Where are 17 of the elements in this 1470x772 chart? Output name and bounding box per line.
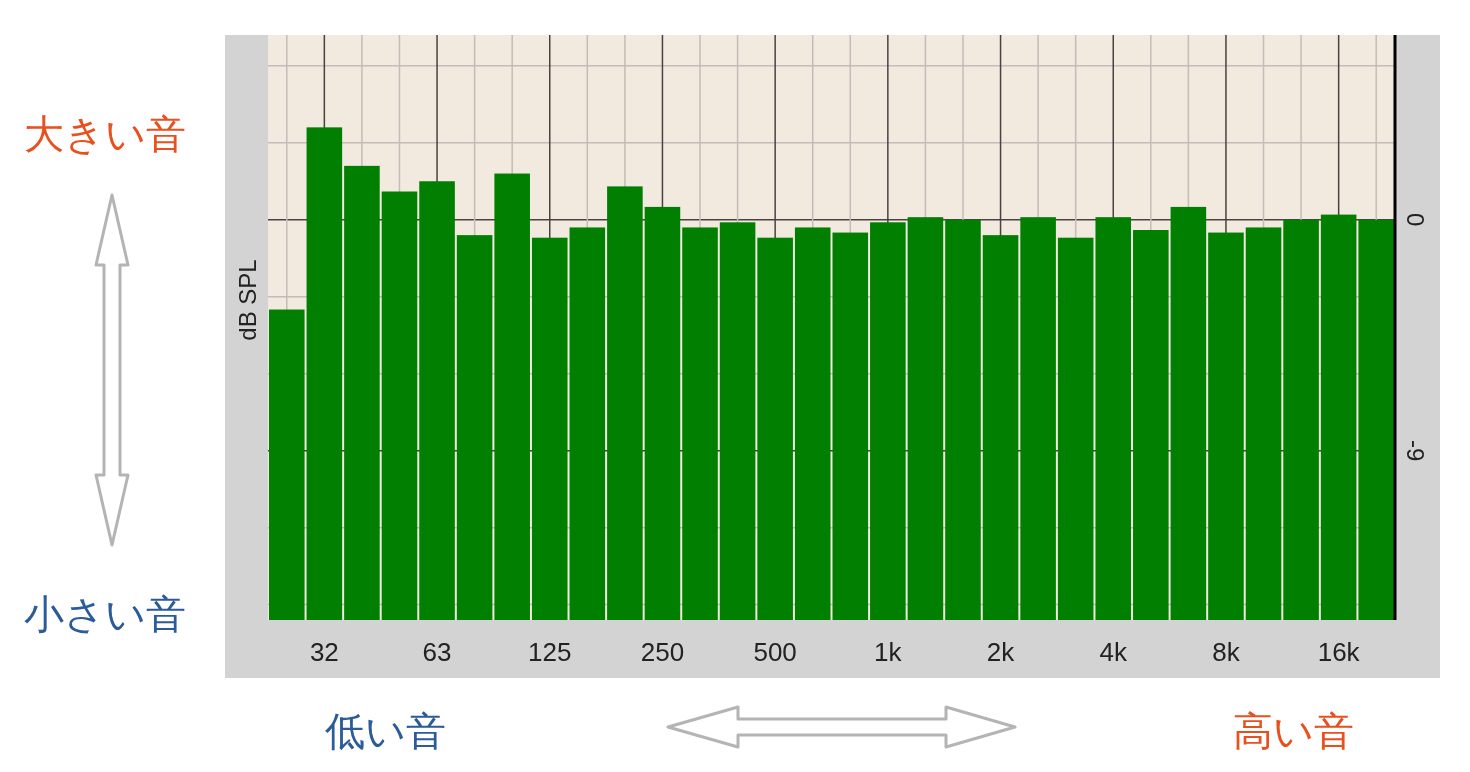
text: 大きい音 (24, 112, 186, 156)
x-tick-label: 250 (640, 637, 685, 667)
x-tick-label: 32 (309, 637, 339, 667)
y-axis-title: dB SPL (234, 259, 261, 341)
x-tick-label: 500 (753, 637, 797, 667)
y-tick-label: -9 (1402, 439, 1429, 462)
x-tick-label: 63 (422, 637, 452, 667)
text: 高い音 (1232, 709, 1354, 753)
x-tick-label: 4k (1099, 637, 1128, 667)
x-tick-label: 1k (874, 637, 903, 667)
text: 低い音 (324, 709, 446, 753)
text: 小さい音 (24, 592, 186, 636)
y-tick-label: 0 (1402, 213, 1429, 227)
x-tick-label: 8k (1212, 637, 1241, 667)
x-tick-label: 125 (528, 637, 572, 667)
x-tick-label: 16k (1317, 637, 1361, 667)
x-tick-label: 2k (986, 637, 1016, 667)
